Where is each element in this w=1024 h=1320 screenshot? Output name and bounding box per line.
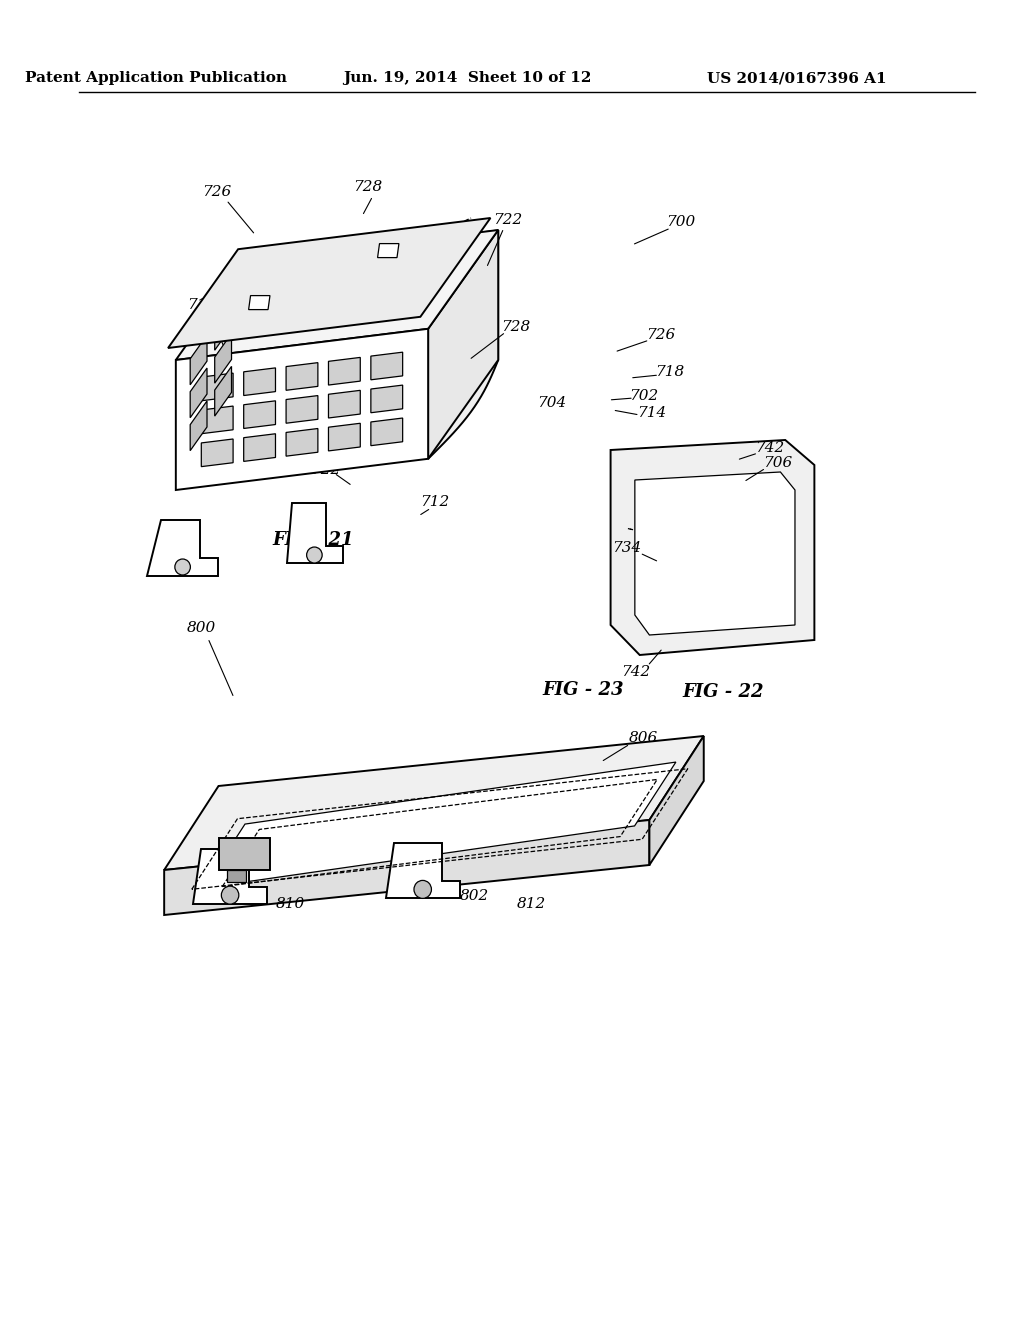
Polygon shape <box>244 401 275 429</box>
Polygon shape <box>244 368 275 396</box>
Text: 810: 810 <box>275 898 305 911</box>
Polygon shape <box>371 418 402 446</box>
Text: 718: 718 <box>655 366 684 379</box>
Text: US 2014/0167396 A1: US 2014/0167396 A1 <box>708 71 887 84</box>
Polygon shape <box>371 385 402 413</box>
Polygon shape <box>428 230 499 459</box>
Polygon shape <box>219 838 269 870</box>
Polygon shape <box>428 230 499 459</box>
Polygon shape <box>215 367 231 416</box>
Polygon shape <box>329 424 360 451</box>
Polygon shape <box>176 329 428 490</box>
Polygon shape <box>146 520 217 576</box>
Text: FIG - 23: FIG - 23 <box>543 681 625 700</box>
Polygon shape <box>168 218 490 348</box>
Text: 734: 734 <box>612 541 642 554</box>
Polygon shape <box>371 352 402 380</box>
Polygon shape <box>386 843 460 899</box>
Text: 728: 728 <box>353 180 383 194</box>
Text: 714: 714 <box>637 407 666 420</box>
Text: 726: 726 <box>202 185 231 199</box>
Polygon shape <box>202 407 233 434</box>
Text: 728: 728 <box>501 319 530 334</box>
Text: 712: 712 <box>420 495 450 510</box>
Polygon shape <box>190 368 207 417</box>
Polygon shape <box>287 503 343 564</box>
Text: 726: 726 <box>646 327 676 342</box>
Circle shape <box>175 558 190 576</box>
Polygon shape <box>249 296 270 310</box>
Text: 742: 742 <box>755 441 784 455</box>
Text: FIG - 22: FIG - 22 <box>682 682 764 701</box>
Text: 706: 706 <box>763 455 793 470</box>
Polygon shape <box>286 396 317 424</box>
Polygon shape <box>329 391 360 418</box>
Polygon shape <box>246 230 499 391</box>
Text: 800: 800 <box>186 620 216 635</box>
Text: 700: 700 <box>666 215 695 228</box>
Polygon shape <box>176 230 499 360</box>
Polygon shape <box>649 737 703 865</box>
Text: 710: 710 <box>338 455 367 469</box>
Polygon shape <box>164 737 703 870</box>
Polygon shape <box>194 849 267 904</box>
Polygon shape <box>286 363 317 391</box>
Polygon shape <box>635 473 795 635</box>
Polygon shape <box>190 401 207 450</box>
Text: 806: 806 <box>629 731 658 744</box>
Polygon shape <box>215 301 231 350</box>
Polygon shape <box>286 429 317 457</box>
Text: 718: 718 <box>187 298 217 312</box>
Circle shape <box>221 886 239 904</box>
Text: 722: 722 <box>494 213 522 227</box>
Polygon shape <box>164 820 649 915</box>
Polygon shape <box>610 440 814 655</box>
Text: 704: 704 <box>537 396 566 411</box>
Text: FIG - 21: FIG - 21 <box>272 531 354 549</box>
Circle shape <box>414 880 431 899</box>
Text: 812: 812 <box>516 898 546 911</box>
Text: 702: 702 <box>629 389 658 403</box>
Polygon shape <box>378 244 399 257</box>
Polygon shape <box>202 374 233 401</box>
Text: 802: 802 <box>460 888 489 903</box>
Polygon shape <box>227 870 247 882</box>
Circle shape <box>306 546 323 564</box>
Text: Patent Application Publication: Patent Application Publication <box>26 71 288 84</box>
Polygon shape <box>190 335 207 385</box>
Polygon shape <box>204 762 676 888</box>
Text: Jun. 19, 2014  Sheet 10 of 12: Jun. 19, 2014 Sheet 10 of 12 <box>343 71 591 84</box>
Polygon shape <box>244 434 275 462</box>
Polygon shape <box>329 358 360 385</box>
Polygon shape <box>202 440 233 467</box>
Text: 722: 722 <box>311 463 341 477</box>
Text: 742: 742 <box>622 665 650 678</box>
Polygon shape <box>215 334 231 383</box>
